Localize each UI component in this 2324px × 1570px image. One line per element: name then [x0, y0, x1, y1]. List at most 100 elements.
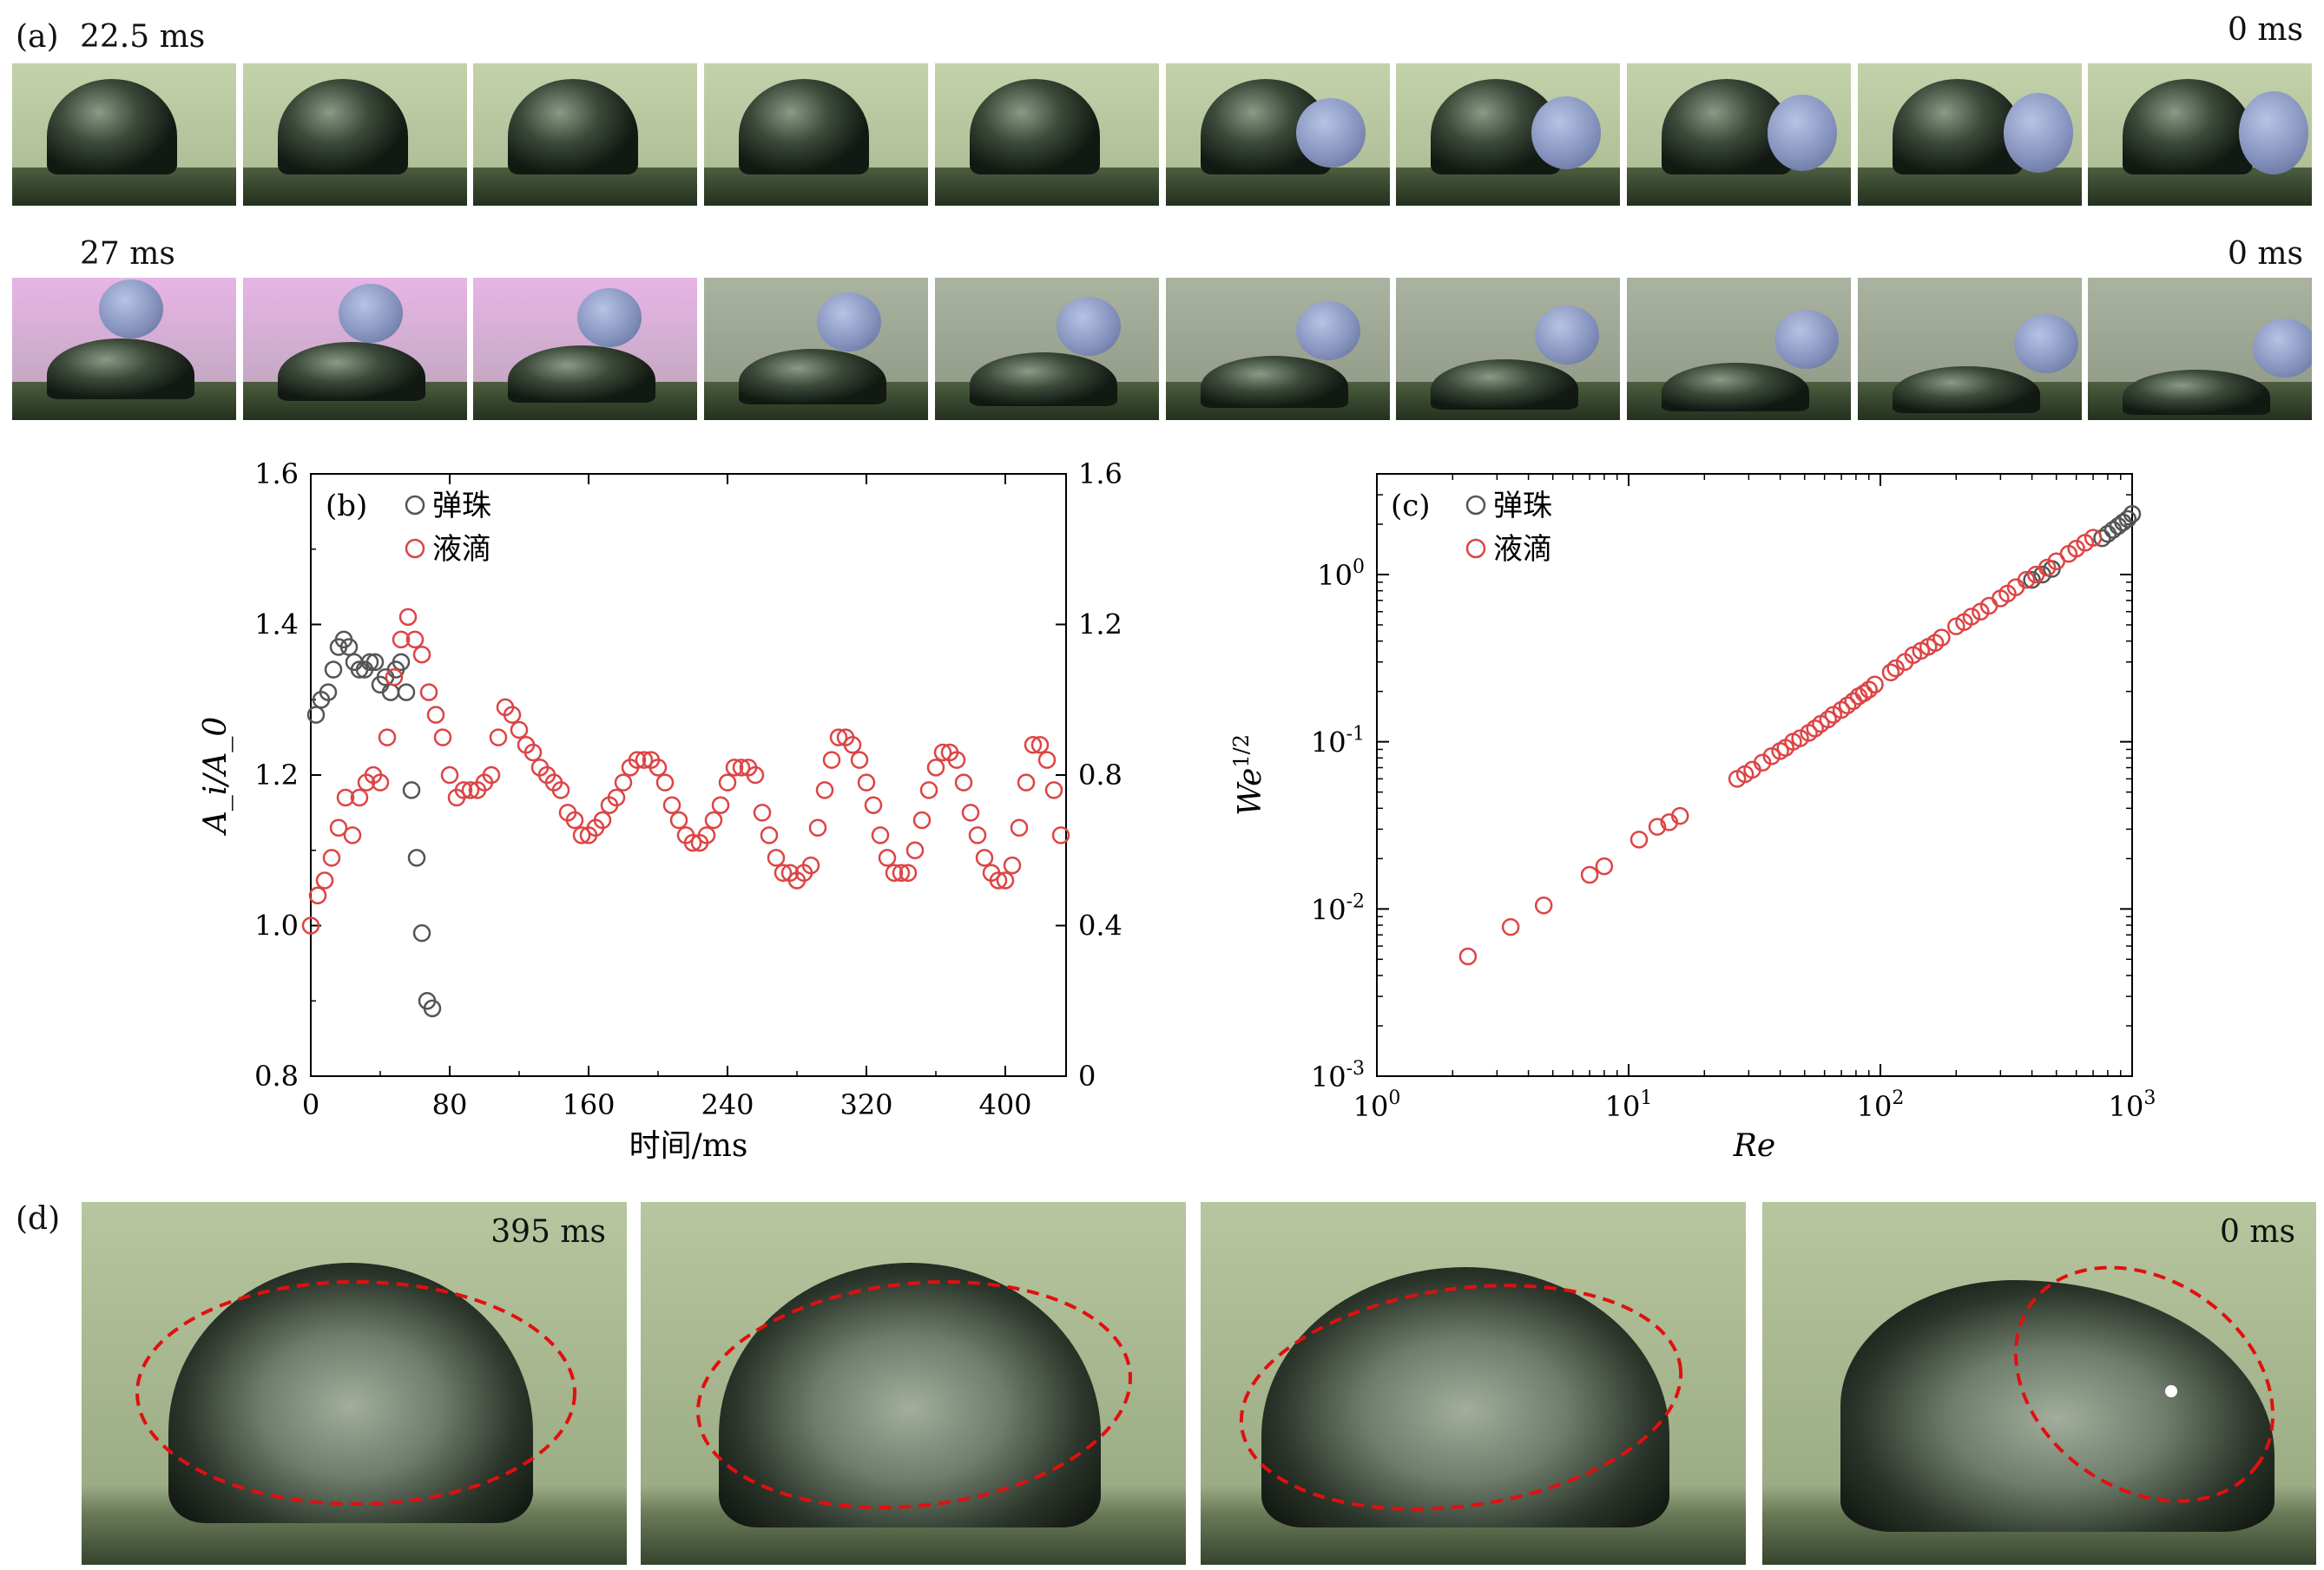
bead-point	[392, 653, 411, 672]
droplet-point	[419, 683, 438, 701]
droplet-point	[322, 849, 341, 867]
droplet-point	[1010, 818, 1029, 837]
chart-c-we-vs-re: 100 101 102 103 10-3 10-2 10-1 100 (c) 弹珠 液滴 R…	[1229, 473, 2156, 1164]
bead	[817, 292, 881, 351]
y-right-tick-label: 0	[1078, 1060, 1096, 1093]
bead-point	[306, 706, 326, 724]
droplet-point	[1534, 897, 1553, 915]
droplet-point	[1595, 857, 1614, 876]
frame-thumbnail	[1627, 278, 1851, 420]
droplet-point	[1881, 663, 1900, 681]
y-tick-label: 100	[1317, 556, 1365, 592]
x-tick-label: 102	[1857, 1087, 1905, 1123]
droplet-point	[947, 751, 966, 769]
droplet-point	[607, 788, 626, 807]
bead	[1057, 297, 1121, 356]
bead	[1296, 98, 1366, 168]
droplet-point	[968, 826, 987, 844]
droplet-point	[551, 781, 570, 799]
chart-b-legend-marker-droplet	[405, 538, 425, 559]
x-tick-label: 100	[1353, 1087, 1401, 1123]
frame-thumbnail	[243, 63, 467, 206]
droplet-point	[669, 811, 688, 830]
droplet-point	[808, 818, 827, 837]
droplet-point	[1648, 818, 1667, 836]
droplet	[1662, 363, 1809, 411]
droplet-point	[829, 728, 848, 746]
droplet-point	[2084, 529, 2103, 547]
droplet-point	[878, 849, 897, 867]
bead-point	[2118, 509, 2137, 529]
row1-end-time: 0 ms	[2228, 12, 2303, 48]
frame-thumbnail	[473, 63, 697, 206]
bead-point	[412, 923, 431, 943]
frame-thumbnail	[473, 278, 697, 420]
droplet-point	[329, 818, 348, 837]
x-tick-label: 0	[302, 1088, 319, 1121]
droplet-point	[412, 645, 431, 664]
y-right-tick-label: 1.2	[1078, 608, 1122, 641]
droplet-point	[725, 759, 744, 777]
droplet-point	[857, 773, 876, 792]
droplet-point	[1017, 773, 1036, 792]
droplet-point	[1866, 675, 1884, 693]
droplet-point	[343, 826, 362, 844]
x-tick-label: 240	[701, 1088, 754, 1121]
droplet-point	[905, 841, 925, 859]
droplet	[739, 79, 869, 174]
frame-thumbnail	[1858, 63, 2082, 206]
frame-thumbnail	[1858, 278, 2082, 420]
bead	[1535, 305, 1599, 365]
droplet-point	[822, 751, 841, 769]
chart-c-panel-label: (c)	[1391, 489, 1431, 523]
chart-c-legend-marker-bead	[1465, 495, 1486, 516]
chart-b-legend-marker-bead	[405, 495, 425, 516]
row2-end-time: 0 ms	[2228, 236, 2303, 272]
y-tick-label: 1.4	[254, 608, 299, 641]
bead	[2004, 93, 2073, 173]
droplet-point	[1762, 747, 1781, 765]
droplet-point	[683, 833, 702, 852]
droplet-point	[662, 796, 681, 814]
droplet-point	[1860, 680, 1878, 699]
droplet	[970, 352, 1117, 406]
droplet-point	[1886, 659, 1905, 678]
droplet-point	[996, 871, 1015, 890]
frame-thumbnail	[1627, 63, 1851, 206]
droplet-point	[850, 751, 869, 769]
droplet	[739, 349, 886, 404]
droplet-point	[593, 811, 612, 830]
droplet-point	[371, 773, 390, 792]
bead	[2253, 319, 2312, 378]
droplet-point	[655, 773, 675, 792]
droplet-point	[1037, 751, 1057, 769]
x-tick-label: 103	[2109, 1087, 2156, 1123]
droplet-point	[975, 849, 994, 867]
row1-start-time: 22.5 ms	[80, 19, 206, 55]
x-tick-label: 400	[978, 1088, 1031, 1121]
bead	[1531, 96, 1601, 169]
droplet-point	[843, 736, 862, 754]
droplet-point	[2038, 558, 2057, 577]
droplet-point	[454, 781, 473, 799]
bead	[99, 279, 163, 338]
droplet	[508, 345, 655, 403]
y-tick-label: 1.0	[254, 910, 299, 943]
frame-thumbnail	[704, 278, 928, 420]
bead	[1296, 301, 1360, 360]
y-right-tick-label: 0.4	[1078, 910, 1122, 943]
droplet-point	[864, 796, 883, 814]
panel-d-end-time: 0 ms	[2220, 1214, 2295, 1250]
droplet-point	[1932, 628, 1951, 647]
panel-d-frame-2	[641, 1202, 1186, 1565]
droplet-point	[523, 743, 543, 762]
droplet-point	[510, 720, 529, 739]
panel-d-frame-3	[1201, 1202, 1746, 1565]
droplet-point	[1670, 806, 1689, 825]
droplet-point	[385, 667, 404, 686]
frame-thumbnail	[704, 63, 928, 206]
droplet-point	[871, 826, 890, 844]
droplet-point	[2017, 570, 2036, 589]
panel-d-start-time: 395 ms	[490, 1214, 606, 1250]
x-tick-label: 101	[1605, 1087, 1653, 1123]
